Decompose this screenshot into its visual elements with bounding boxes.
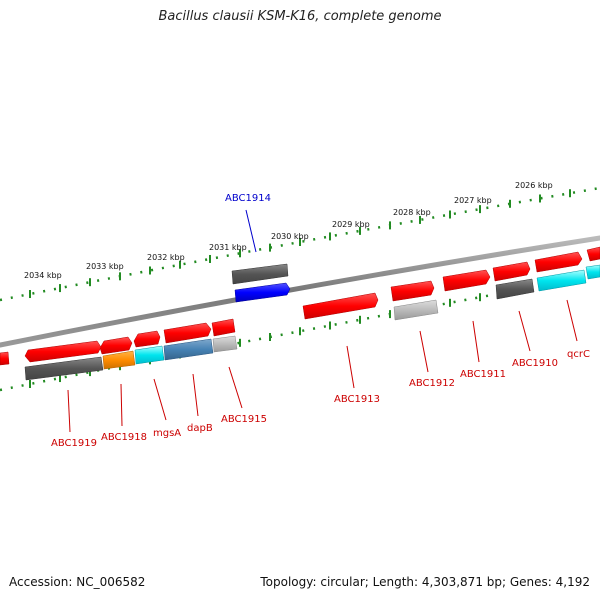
gene-label: ABC1914 [225,193,271,204]
gene-label: dapB [187,423,213,434]
leader-line [192,373,199,417]
gene-arrow[interactable] [163,338,214,361]
leader-line [419,330,429,373]
gene-arrow[interactable] [536,269,587,292]
gene-arrow[interactable] [211,318,236,337]
ruler-labels: 2026 kbp 2027 kbp 2028 kbp 2029 kbp 2030… [24,181,553,280]
leader-line [228,366,243,409]
gene-arrow[interactable] [212,335,238,353]
gene-arrow[interactable] [302,292,379,320]
tick-label: 2032 kbp [147,253,185,262]
map-title: Bacillus clausii KSM-K16, complete genom… [158,9,442,24]
gene-arrow[interactable] [102,350,136,370]
tick-label: 2026 kbp [515,181,553,190]
gene-arrow[interactable] [24,356,104,381]
gene-label: ABC1911 [460,369,506,380]
gene-arrow[interactable] [495,278,535,300]
leader-line [472,320,480,363]
gene-arrow[interactable] [585,264,600,280]
leader-line [245,209,257,253]
tick-label: 2027 kbp [454,196,492,205]
leader-line [67,389,71,433]
gene-arrow[interactable] [133,330,161,348]
tick-label: 2030 kbp [271,232,309,241]
gene-arrow[interactable] [390,280,435,302]
outer-ruler [0,186,600,302]
gene-label: qcrC [567,349,590,360]
outer-ruler-major-ticks [29,189,571,299]
gene-label: ABC1918 [101,432,147,443]
gene-label: ABC1919 [51,438,97,449]
accession-label: Accession: NC_006582 [9,575,146,589]
reverse-strand [24,264,600,381]
leader-line [153,378,167,421]
leader-line [346,345,355,389]
gene-label: ABC1915 [221,414,267,425]
tick-label: 2031 kbp [209,243,247,252]
genome-backbone [0,235,600,348]
gene-label: ABC1912 [409,378,455,389]
gene-arrow[interactable] [163,322,212,344]
gene-arrow[interactable] [586,246,600,262]
gene-arrow[interactable] [0,351,10,366]
forward-strand [0,246,600,366]
leader-line [566,299,578,342]
gene-label: ABC1910 [512,358,558,369]
gene-arrow[interactable] [442,269,491,292]
tick-label: 2029 kbp [332,220,370,229]
gene-arrow[interactable] [24,340,102,363]
leader-line [518,310,531,352]
genome-summary: Topology: circular; Length: 4,303,871 bp… [260,575,590,589]
gene-labels: ABC1910 qcrC ABC1911 ABC1912 ABC1913 ABC… [51,193,590,449]
gene-arrow[interactable] [393,299,439,321]
gene-arrow[interactable] [134,345,165,365]
tick-label: 2034 kbp [24,271,62,280]
gene-arrow[interactable] [231,263,289,285]
gene-arrow[interactable] [492,261,531,282]
gene-arrow[interactable] [99,336,133,355]
gene-label: ABC1913 [334,394,380,405]
tick-label: 2033 kbp [86,262,124,271]
gene-arrow[interactable] [234,282,291,303]
gene-label: mgsA [153,428,181,439]
tick-label: 2028 kbp [393,208,431,217]
leader-line [120,383,123,427]
label-leaders [67,209,578,433]
gene-arrow[interactable] [534,251,583,273]
